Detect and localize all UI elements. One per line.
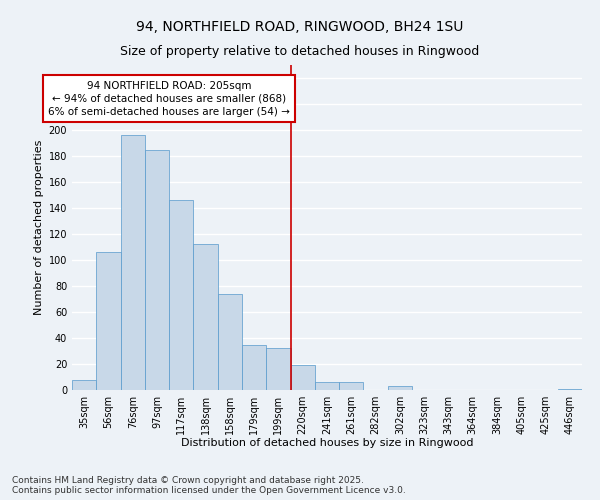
Bar <box>218 294 242 390</box>
Bar <box>96 252 121 390</box>
Bar <box>72 380 96 390</box>
Bar <box>315 382 339 390</box>
X-axis label: Distribution of detached houses by size in Ringwood: Distribution of detached houses by size … <box>181 438 473 448</box>
Bar <box>242 344 266 390</box>
Bar <box>121 135 145 390</box>
Bar <box>193 244 218 390</box>
Text: Contains HM Land Registry data © Crown copyright and database right 2025.
Contai: Contains HM Land Registry data © Crown c… <box>12 476 406 495</box>
Text: Size of property relative to detached houses in Ringwood: Size of property relative to detached ho… <box>121 45 479 58</box>
Bar <box>558 388 582 390</box>
Y-axis label: Number of detached properties: Number of detached properties <box>34 140 44 315</box>
Bar <box>388 386 412 390</box>
Bar <box>169 200 193 390</box>
Text: 94, NORTHFIELD ROAD, RINGWOOD, BH24 1SU: 94, NORTHFIELD ROAD, RINGWOOD, BH24 1SU <box>136 20 464 34</box>
Bar <box>145 150 169 390</box>
Text: 94 NORTHFIELD ROAD: 205sqm
← 94% of detached houses are smaller (868)
6% of semi: 94 NORTHFIELD ROAD: 205sqm ← 94% of deta… <box>48 80 290 117</box>
Bar <box>290 366 315 390</box>
Bar <box>266 348 290 390</box>
Bar <box>339 382 364 390</box>
